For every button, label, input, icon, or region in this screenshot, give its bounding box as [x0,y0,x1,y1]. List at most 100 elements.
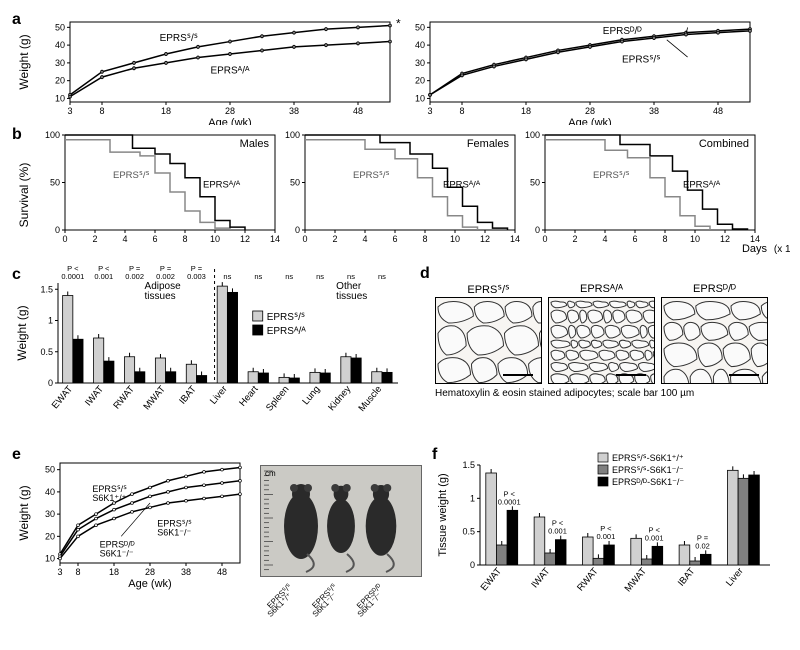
svg-text:Weight (g): Weight (g) [17,34,31,89]
svg-text:ns: ns [316,272,324,281]
svg-text:2: 2 [572,234,577,244]
svg-text:6: 6 [632,234,637,244]
svg-text:Weight (g): Weight (g) [17,485,31,540]
svg-text:8: 8 [182,234,187,244]
svg-text:Combined: Combined [699,138,749,150]
svg-text:EPRSᔆ/ᔆ: EPRSᔆ/ᔆ [267,312,305,323]
svg-text:Age (wk): Age (wk) [128,578,171,590]
svg-text:EPRSᴬ/ᴬ: EPRSᴬ/ᴬ [683,179,721,190]
svg-text:50: 50 [530,178,540,188]
svg-text:30: 30 [415,58,425,68]
histology-caption: Hematoxylin & eosin stained adipocytes; … [435,388,790,399]
svg-text:8: 8 [422,234,427,244]
svg-text:40: 40 [55,40,65,50]
svg-text:Age (wk): Age (wk) [568,117,611,125]
svg-text:8: 8 [75,567,80,577]
svg-text:tissues: tissues [336,291,367,302]
svg-text:20: 20 [45,531,55,541]
svg-text:EPRSᴰ/ᴰ-S6K1⁻/⁻: EPRSᴰ/ᴰ-S6K1⁻/⁻ [612,477,684,487]
svg-text:50: 50 [415,22,425,32]
svg-text:0: 0 [55,225,60,235]
svg-text:ns: ns [285,272,293,281]
svg-text:10: 10 [55,93,65,103]
svg-text:28: 28 [585,106,595,116]
svg-text:IBAT: IBAT [177,384,199,407]
svg-text:0: 0 [48,378,53,388]
svg-text:IWAT: IWAT [529,566,552,591]
svg-text:Weight (g): Weight (g) [15,305,29,360]
svg-text:30: 30 [45,509,55,519]
svg-text:4: 4 [362,234,367,244]
svg-text:3: 3 [67,106,72,116]
svg-text:S6K1⁻/⁻: S6K1⁻/⁻ [157,528,191,538]
svg-text:Heart: Heart [237,384,261,409]
svg-text:ns: ns [223,272,231,281]
svg-text:Liver: Liver [208,384,230,407]
svg-text:1.5: 1.5 [462,460,475,470]
svg-text:EPRSᔆ/ᔆ: EPRSᔆ/ᔆ [593,170,630,181]
svg-text:e: e [12,446,21,463]
histology-title-2: EPRSᴬ/ᴬ [548,283,655,297]
svg-text:1: 1 [470,493,475,503]
svg-text:100: 100 [285,130,300,140]
svg-text:3: 3 [427,106,432,116]
svg-text:0.001: 0.001 [94,272,113,281]
svg-text:a: a [12,11,21,28]
svg-text:c: c [12,266,21,283]
svg-text:Females: Females [467,138,510,150]
svg-text:8: 8 [99,106,104,116]
svg-text:EPRSᴬ/ᴬ: EPRSᴬ/ᴬ [210,65,250,76]
svg-text:RWAT: RWAT [575,566,601,594]
svg-text:0.0001: 0.0001 [61,272,84,281]
svg-text:tissues: tissues [145,291,176,302]
svg-text:0.001: 0.001 [645,533,664,542]
svg-text:Males: Males [240,138,270,150]
svg-text:0: 0 [470,560,475,570]
svg-text:100: 100 [525,130,540,140]
svg-text:cm: cm [265,469,276,478]
panel-a: aWeight (g)10203040503818283848Age (wk)E… [10,10,790,125]
svg-text:38: 38 [289,106,299,116]
svg-text:RWAT: RWAT [111,384,137,412]
svg-text:EPRSᴬ/ᴬ: EPRSᴬ/ᴬ [267,326,307,337]
histology-image-dd [661,297,768,384]
svg-text:0: 0 [535,225,540,235]
svg-text:0.001: 0.001 [548,527,567,536]
histology-title-1: EPRSᔆ/ᔆ [435,283,542,297]
svg-text:10: 10 [450,234,460,244]
svg-text:3: 3 [57,567,62,577]
svg-text:EPRSᴬ/ᴬ: EPRSᴬ/ᴬ [443,179,481,190]
svg-text:EPRSᔆ/ᔆ: EPRSᔆ/ᔆ [113,170,150,181]
svg-text:MWAT: MWAT [623,566,650,595]
histology-image-aa [548,297,655,384]
panel-e-chart: e10203040503818283848Weight (g)Age (wk)E… [10,445,260,620]
svg-text:14: 14 [510,234,520,244]
svg-text:30: 30 [55,58,65,68]
panel-e-photo: cm EPRSᔆ/ᔆS6K1⁺/⁺EPRSᔆ/ᔆS6K1⁻/⁻EPRSᴰ/ᴰS6… [260,445,430,627]
svg-text:EPRSᔆ/ᔆ: EPRSᔆ/ᔆ [353,170,390,181]
svg-text:10: 10 [415,93,425,103]
svg-text:40: 40 [45,487,55,497]
svg-text:Days: Days [742,243,768,255]
svg-text:0.001: 0.001 [596,532,615,541]
svg-text:6: 6 [392,234,397,244]
svg-text:1: 1 [48,316,53,326]
svg-text:EWAT: EWAT [479,566,505,593]
svg-text:S6K1⁻/⁻: S6K1⁻/⁻ [100,548,134,558]
svg-text:0.002: 0.002 [125,272,144,281]
svg-text:Spleen: Spleen [264,384,291,414]
panel-b: bSurvival (%)05010002468101214MalesEPRSᴬ… [10,125,790,265]
svg-text:Kidney: Kidney [326,384,353,414]
svg-text:0.002: 0.002 [156,272,175,281]
svg-text:EPRSᔆ/ᔆ-S6K1⁺/⁺: EPRSᔆ/ᔆ-S6K1⁺/⁺ [612,453,684,463]
svg-text:48: 48 [353,106,363,116]
svg-text:IWAT: IWAT [83,384,106,409]
svg-text:Lung: Lung [300,384,322,407]
svg-text:38: 38 [181,567,191,577]
svg-text:0: 0 [62,234,67,244]
svg-text:*: * [396,16,401,30]
svg-text:28: 28 [225,106,235,116]
svg-text:38: 38 [649,106,659,116]
svg-text:EPRSᔆ/ᔆ: EPRSᔆ/ᔆ [622,55,660,66]
svg-text:0: 0 [542,234,547,244]
